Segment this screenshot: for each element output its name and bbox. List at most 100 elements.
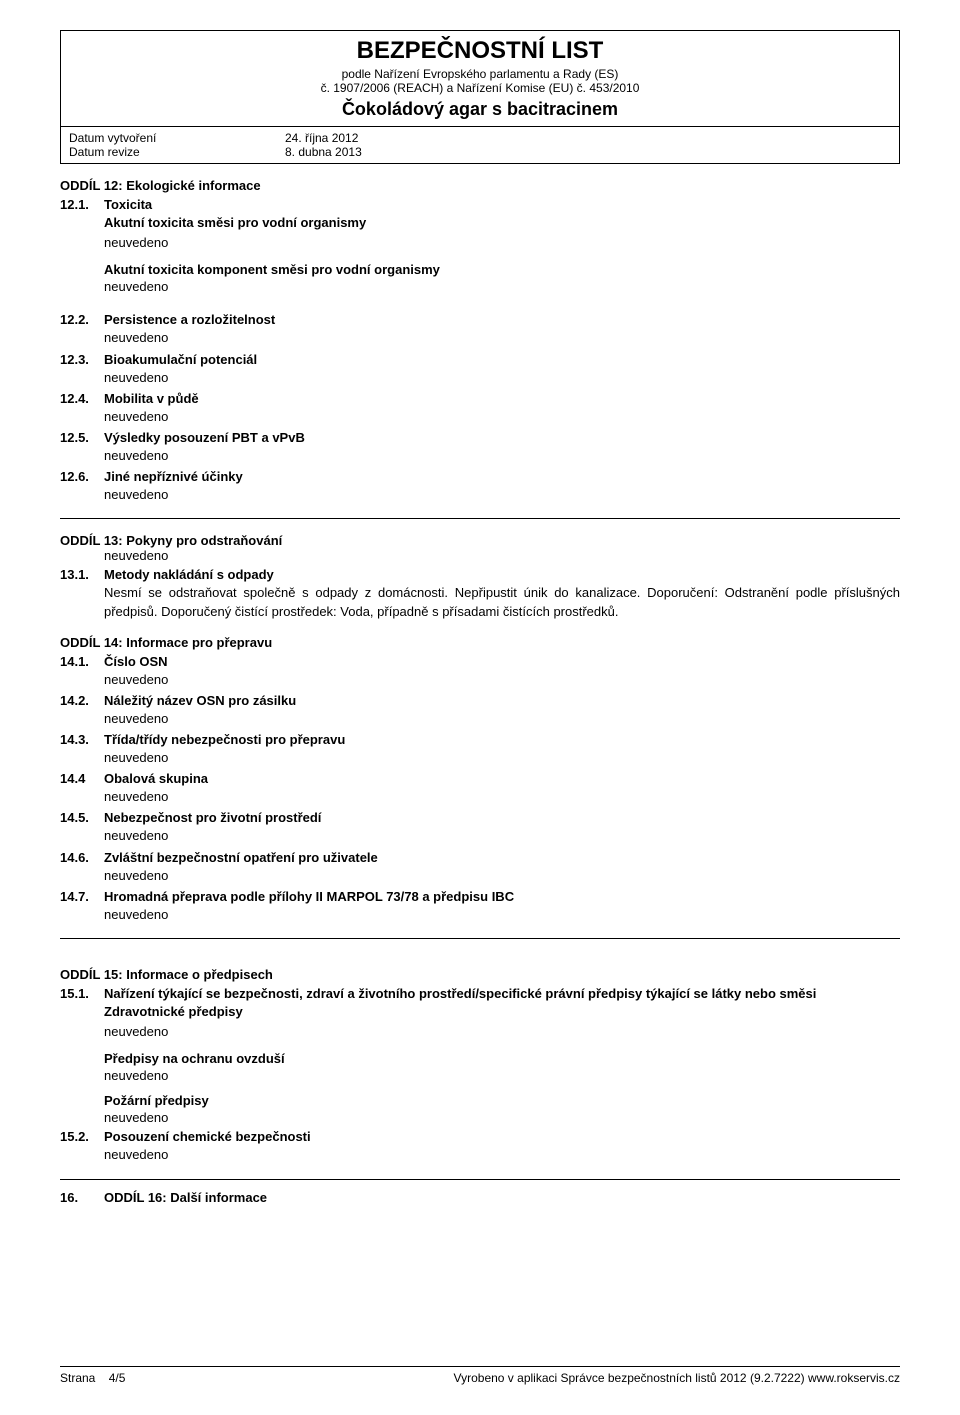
neuvedeno-text: neuvedeno xyxy=(104,788,900,806)
reg-line-2: č. 1907/2006 (REACH) a Nařízení Komise (… xyxy=(61,81,899,95)
neuvedeno-text: neuvedeno xyxy=(104,279,900,294)
item-12-1-sub2: Akutní toxicita komponent směsi pro vodn… xyxy=(104,262,900,277)
item-13-1: 13.1. Metody nakládání s odpady xyxy=(60,567,900,582)
item-label: Zvláštní bezpečnostní opatření pro uživa… xyxy=(104,850,900,865)
neuvedeno-text: neuvedeno xyxy=(104,329,900,347)
item-label: Nařízení týkající se bezpečnosti, zdraví… xyxy=(104,986,900,1001)
divider xyxy=(60,518,900,519)
date-rev-label: Datum revize xyxy=(69,145,269,159)
header-frame: BEZPEČNOSTNÍ LIST podle Nařízení Evropsk… xyxy=(60,30,900,164)
neuvedeno-text: neuvedeno xyxy=(104,906,900,924)
neuvedeno-text: neuvedeno xyxy=(104,710,900,728)
item-label: Hromadná přeprava podle přílohy II MARPO… xyxy=(104,889,900,904)
item-label: Metody nakládání s odpady xyxy=(104,567,900,582)
neuvedeno-text: neuvedeno xyxy=(104,749,900,767)
item-num: 12.4. xyxy=(60,391,104,406)
neuvedeno-text: neuvedeno xyxy=(104,1146,900,1164)
neuvedeno-text: neuvedeno xyxy=(104,369,900,387)
item-num: 12.3. xyxy=(60,352,104,367)
item-16: 16. ODDÍL 16: Další informace xyxy=(60,1190,900,1205)
dates-labels: Datum vytvoření Datum revize xyxy=(61,127,277,163)
reg-line-1: podle Nařízení Evropského parlamentu a R… xyxy=(61,67,899,81)
item-label: Mobilita v půdě xyxy=(104,391,900,406)
item-12-5: 12.5. Výsledky posouzení PBT a vPvB xyxy=(60,430,900,445)
item-label: Výsledky posouzení PBT a vPvB xyxy=(104,430,900,445)
dates-row: Datum vytvoření Datum revize 24. října 2… xyxy=(61,126,899,163)
item-14-5: 14.5. Nebezpečnost pro životní prostředí xyxy=(60,810,900,825)
neuvedeno-text: neuvedeno xyxy=(104,867,900,885)
item-label: Bioakumulační potenciál xyxy=(104,352,900,367)
neuvedeno-text: neuvedeno xyxy=(104,486,900,504)
item-label: Obalová skupina xyxy=(104,771,900,786)
item-15-1-sub2: Předpisy na ochranu ovzduší xyxy=(104,1051,900,1066)
dates-values: 24. října 2012 8. dubna 2013 xyxy=(277,127,370,163)
neuvedeno-text: neuvedeno xyxy=(104,1023,900,1041)
doc-subtitle: Čokoládový agar s bacitracinem xyxy=(61,95,899,126)
item-14-7: 14.7. Hromadná přeprava podle přílohy II… xyxy=(60,889,900,904)
item-14-1: 14.1. Číslo OSN xyxy=(60,654,900,669)
item-12-1: 12.1. Toxicita xyxy=(60,197,900,212)
item-13-1-body: Nesmí se odstraňovat společně s odpady z… xyxy=(104,584,900,620)
item-12-4: 12.4. Mobilita v půdě xyxy=(60,391,900,406)
item-label: Persistence a rozložitelnost xyxy=(104,312,900,327)
item-12-3: 12.3. Bioakumulační potenciál xyxy=(60,352,900,367)
item-num: 14.2. xyxy=(60,693,104,708)
item-14-3: 14.3. Třída/třídy nebezpečnosti pro přep… xyxy=(60,732,900,747)
section-13-title: ODDÍL 13: Pokyny pro odstraňování xyxy=(60,533,900,548)
item-num: 13.1. xyxy=(60,567,104,582)
neuvedeno-text: neuvedeno xyxy=(104,234,900,252)
item-14-4: 14.4 Obalová skupina xyxy=(60,771,900,786)
neuvedeno-text: neuvedeno xyxy=(104,1110,900,1125)
item-label: Posouzení chemické bezpečnosti xyxy=(104,1129,900,1144)
page-footer: Strana 4/5 Vyrobeno v aplikaci Správce b… xyxy=(60,1366,900,1385)
footer-page-label: Strana xyxy=(60,1371,95,1385)
item-num: 14.7. xyxy=(60,889,104,904)
item-label: Číslo OSN xyxy=(104,654,900,669)
item-num: 16. xyxy=(60,1190,104,1205)
item-12-2: 12.2. Persistence a rozložitelnost xyxy=(60,312,900,327)
date-created-value: 24. října 2012 xyxy=(285,131,362,145)
item-label: Náležitý název OSN pro zásilku xyxy=(104,693,900,708)
item-label: Toxicita xyxy=(104,197,900,212)
neuvedeno-text: neuvedeno xyxy=(104,447,900,465)
item-label: ODDÍL 16: Další informace xyxy=(104,1190,900,1205)
item-num: 14.5. xyxy=(60,810,104,825)
item-num: 15.2. xyxy=(60,1129,104,1144)
neuvedeno-text: neuvedeno xyxy=(104,1068,900,1083)
date-created-label: Datum vytvoření xyxy=(69,131,269,145)
section-12-title: ODDÍL 12: Ekologické informace xyxy=(60,178,900,193)
neuvedeno-text: neuvedeno xyxy=(104,548,900,563)
item-num: 12.2. xyxy=(60,312,104,327)
neuvedeno-text: neuvedeno xyxy=(104,671,900,689)
item-num: 14.1. xyxy=(60,654,104,669)
page: BEZPEČNOSTNÍ LIST podle Nařízení Evropsk… xyxy=(0,0,960,1415)
item-num: 14.6. xyxy=(60,850,104,865)
item-12-6: 12.6. Jiné nepříznivé účinky xyxy=(60,469,900,484)
item-num: 14.4 xyxy=(60,771,104,786)
neuvedeno-text: neuvedeno xyxy=(104,408,900,426)
item-label: Jiné nepříznivé účinky xyxy=(104,469,900,484)
neuvedeno-text: neuvedeno xyxy=(104,827,900,845)
section-15-title: ODDÍL 15: Informace o předpisech xyxy=(60,967,900,982)
item-label: Nebezpečnost pro životní prostředí xyxy=(104,810,900,825)
item-15-1-sub1: Zdravotnické předpisy xyxy=(104,1003,900,1021)
item-14-2: 14.2. Náležitý název OSN pro zásilku xyxy=(60,693,900,708)
footer-left: Strana 4/5 xyxy=(60,1371,125,1385)
item-15-2: 15.2. Posouzení chemické bezpečnosti xyxy=(60,1129,900,1144)
date-rev-value: 8. dubna 2013 xyxy=(285,145,362,159)
section-14-title: ODDÍL 14: Informace pro přepravu xyxy=(60,635,900,650)
item-15-1: 15.1. Nařízení týkající se bezpečnosti, … xyxy=(60,986,900,1001)
footer-page-value: 4/5 xyxy=(109,1371,126,1385)
item-num: 15.1. xyxy=(60,986,104,1001)
item-num: 14.3. xyxy=(60,732,104,747)
item-14-6: 14.6. Zvláštní bezpečnostní opatření pro… xyxy=(60,850,900,865)
divider xyxy=(60,1179,900,1180)
item-12-1-sub1: Akutní toxicita směsi pro vodní organism… xyxy=(104,214,900,232)
item-num: 12.6. xyxy=(60,469,104,484)
item-label: Třída/třídy nebezpečnosti pro přepravu xyxy=(104,732,900,747)
doc-title: BEZPEČNOSTNÍ LIST xyxy=(61,31,899,67)
item-num: 12.1. xyxy=(60,197,104,212)
item-15-1-sub3: Požární předpisy xyxy=(104,1093,900,1108)
item-num: 12.5. xyxy=(60,430,104,445)
footer-right: Vyrobeno v aplikaci Správce bezpečnostní… xyxy=(454,1371,900,1385)
